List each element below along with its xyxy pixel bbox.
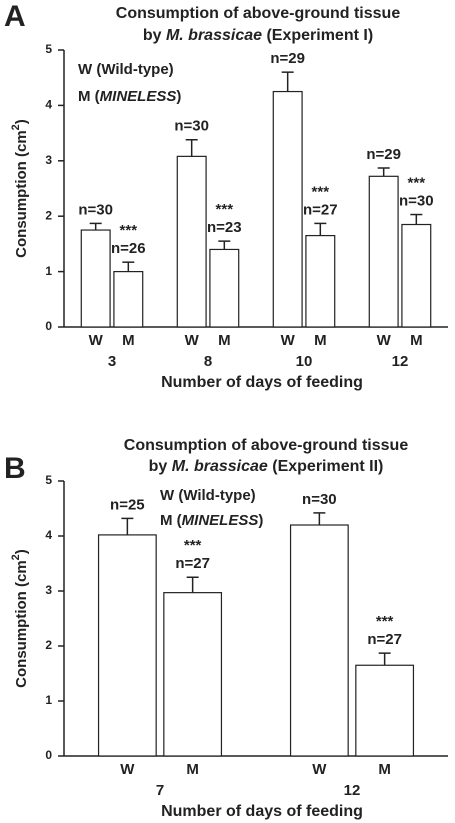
sample-size-label: n=27 bbox=[175, 555, 210, 572]
legend-entry: W (Wild-type) bbox=[160, 487, 256, 504]
y-tick-label: 4 bbox=[45, 528, 52, 542]
y-axis-label-part: ) bbox=[13, 119, 30, 124]
chart-title: Consumption of above-ground tissue bbox=[124, 437, 409, 454]
chart-title: by M. brassicae (Experiment I) bbox=[143, 27, 373, 44]
y-axis-label-part: Consumption (cm bbox=[13, 130, 30, 258]
y-tick-label: 1 bbox=[45, 264, 52, 278]
bar bbox=[113, 271, 144, 328]
chart-title-part: (Experiment I) bbox=[262, 27, 373, 44]
sample-size-label: n=25 bbox=[110, 496, 145, 513]
bar bbox=[97, 534, 157, 757]
y-tick-label: 3 bbox=[45, 583, 52, 597]
y-axis-label-part: Consumption (cm bbox=[13, 560, 30, 688]
y-tick-label: 0 bbox=[45, 748, 52, 762]
series-label: W bbox=[377, 332, 392, 349]
chart-title-part: by bbox=[149, 458, 172, 475]
sample-size-label: n=29 bbox=[270, 50, 305, 67]
y-tick-label: 5 bbox=[45, 473, 52, 487]
series-label: W bbox=[281, 332, 296, 349]
x-tick-label: 12 bbox=[344, 782, 361, 799]
series-label: M bbox=[186, 761, 199, 778]
chart-title: by M. brassicae (Experiment II) bbox=[149, 458, 384, 475]
chart-title-part: M. brassicae bbox=[166, 27, 262, 44]
chart-title-part: M. brassicae bbox=[172, 458, 268, 475]
significance-label: *** bbox=[408, 175, 426, 192]
legend-entry-part: ) bbox=[258, 512, 263, 529]
bar bbox=[401, 223, 432, 328]
x-axis-label: Number of days of feeding bbox=[161, 803, 363, 820]
legend-entry-part: ) bbox=[176, 88, 181, 105]
sample-size-label: n=30 bbox=[399, 193, 434, 210]
x-tick-label: 3 bbox=[108, 353, 116, 370]
series-label: M bbox=[314, 332, 327, 349]
sample-size-label: n=30 bbox=[78, 201, 113, 218]
chart-title-part: Consumption of above-ground tissue bbox=[116, 5, 401, 22]
bar bbox=[163, 592, 223, 757]
y-tick-label: 5 bbox=[45, 42, 52, 56]
legend-entry: M (MINELESS) bbox=[160, 512, 263, 529]
bar bbox=[368, 175, 399, 328]
x-axis-label: Number of days of feeding bbox=[161, 374, 363, 391]
y-axis-label-part: 2 bbox=[10, 554, 22, 560]
significance-label: *** bbox=[312, 183, 330, 200]
legend-entry: W (Wild-type) bbox=[78, 61, 174, 78]
y-axis-label: Consumption (cm2) bbox=[10, 549, 30, 688]
legend-entry-part: M ( bbox=[160, 512, 182, 529]
series-label: M bbox=[218, 332, 231, 349]
series-label: W bbox=[120, 761, 135, 778]
series-label: W bbox=[185, 332, 200, 349]
significance-label: *** bbox=[120, 222, 138, 239]
legend-entry-part: MINELESS bbox=[182, 512, 259, 529]
bar bbox=[80, 229, 111, 328]
sample-size-label: n=26 bbox=[111, 240, 146, 257]
sample-size-label: n=29 bbox=[366, 146, 401, 163]
significance-label: *** bbox=[376, 613, 394, 630]
panel-letter: B bbox=[4, 452, 26, 485]
x-tick-label: 12 bbox=[392, 353, 409, 370]
series-label: M bbox=[378, 761, 391, 778]
y-tick-label: 2 bbox=[45, 208, 52, 222]
series-label: M bbox=[410, 332, 423, 349]
panel-letter: A bbox=[4, 0, 26, 33]
sample-size-label: n=30 bbox=[302, 491, 337, 508]
series-label: W bbox=[312, 761, 327, 778]
bar bbox=[272, 90, 303, 328]
x-tick-label: 7 bbox=[156, 782, 164, 799]
sample-size-label: n=30 bbox=[174, 118, 209, 135]
chart-title-part: (Experiment II) bbox=[268, 458, 384, 475]
series-label: M bbox=[122, 332, 135, 349]
bar bbox=[355, 664, 415, 757]
bar bbox=[209, 248, 240, 328]
sample-size-label: n=23 bbox=[207, 219, 242, 236]
chart-title-part: by bbox=[143, 27, 166, 44]
legend-entry-part: W (Wild-type) bbox=[160, 487, 256, 504]
y-tick-label: 4 bbox=[45, 98, 52, 112]
y-tick-label: 3 bbox=[45, 153, 52, 167]
y-axis-label-part: 2 bbox=[10, 124, 22, 130]
y-tick-label: 0 bbox=[45, 319, 52, 333]
y-axis-label: Consumption (cm2) bbox=[10, 119, 30, 258]
x-tick-label: 8 bbox=[204, 353, 212, 370]
x-tick-label: 10 bbox=[296, 353, 313, 370]
significance-label: *** bbox=[184, 537, 202, 554]
chart-title: Consumption of above-ground tissue bbox=[116, 5, 401, 22]
y-axis-label-part: ) bbox=[13, 549, 30, 554]
sample-size-label: n=27 bbox=[303, 201, 338, 218]
legend-entry-part: M ( bbox=[78, 88, 100, 105]
y-tick-label: 2 bbox=[45, 638, 52, 652]
legend-entry-part: W (Wild-type) bbox=[78, 61, 174, 78]
legend-entry: M (MINELESS) bbox=[78, 88, 181, 105]
series-label: W bbox=[89, 332, 104, 349]
legend-entry-part: MINELESS bbox=[100, 88, 177, 105]
y-tick-label: 1 bbox=[45, 693, 52, 707]
bar bbox=[289, 524, 349, 757]
bar bbox=[305, 234, 336, 328]
bar bbox=[176, 155, 207, 328]
sample-size-label: n=27 bbox=[367, 631, 402, 648]
significance-label: *** bbox=[216, 201, 234, 218]
chart-title-part: Consumption of above-ground tissue bbox=[124, 437, 409, 454]
